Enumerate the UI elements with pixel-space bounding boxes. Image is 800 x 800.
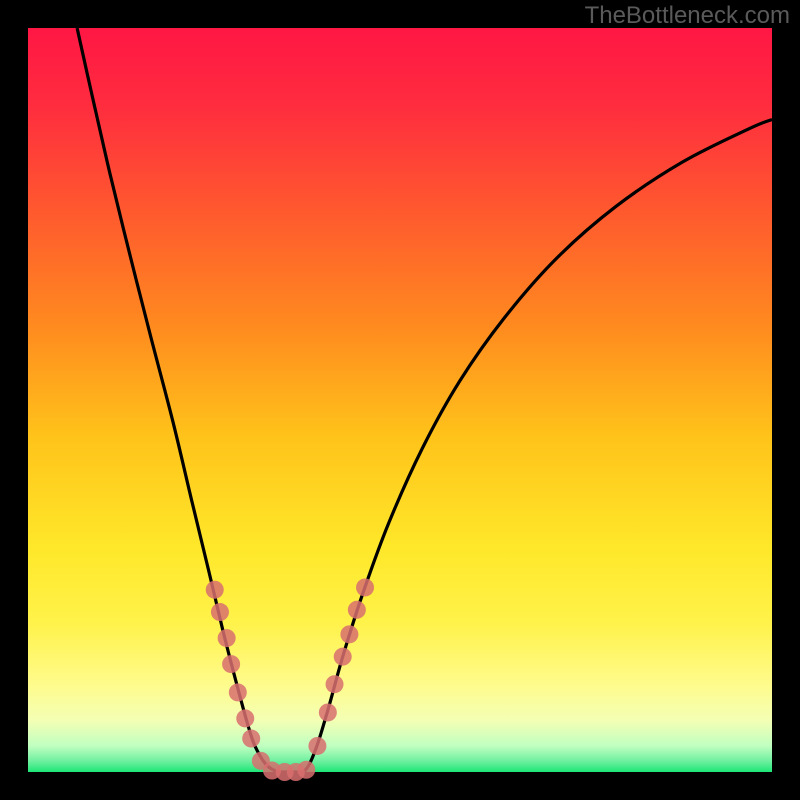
data-marker	[242, 730, 260, 748]
marker-cluster	[206, 578, 374, 781]
data-marker	[229, 683, 247, 701]
data-marker	[356, 578, 374, 596]
data-marker	[218, 629, 236, 647]
data-marker	[326, 675, 344, 693]
left-curve	[77, 28, 277, 772]
data-marker	[308, 737, 326, 755]
watermark-text: TheBottleneck.com	[585, 2, 790, 30]
data-marker	[211, 603, 229, 621]
data-marker	[319, 703, 337, 721]
right-curve	[303, 120, 772, 772]
data-marker	[222, 655, 240, 673]
plot-area	[28, 28, 772, 772]
data-marker	[340, 625, 358, 643]
curve-layer	[28, 28, 772, 772]
data-marker	[297, 761, 315, 779]
data-marker	[334, 648, 352, 666]
data-marker	[206, 581, 224, 599]
chart-root: TheBottleneck.com	[0, 0, 800, 800]
data-marker	[236, 709, 254, 727]
data-marker	[348, 601, 366, 619]
